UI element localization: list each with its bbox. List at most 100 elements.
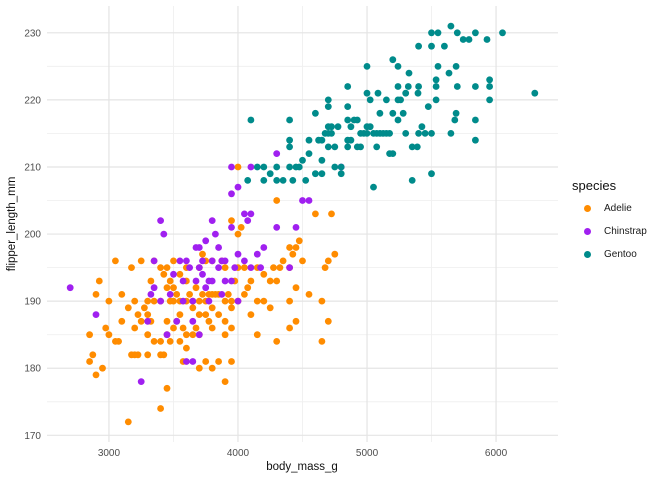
data-point-chinstrap [234, 297, 242, 305]
data-point-gentoo [394, 83, 402, 90]
data-point-gentoo [286, 163, 293, 171]
data-point-adelie [199, 250, 206, 258]
data-point-chinstrap [137, 378, 145, 385]
data-point-adelie [299, 257, 306, 265]
data-point-gentoo [366, 123, 374, 131]
data-point-gentoo [408, 143, 416, 151]
data-point-adelie [170, 297, 177, 305]
data-point-gentoo [331, 143, 339, 151]
data-point-adelie [131, 324, 139, 332]
gentoo-swatch-icon [584, 250, 591, 258]
data-point-adelie [228, 304, 235, 312]
data-point-adelie [128, 264, 135, 271]
data-point-adelie [253, 297, 261, 305]
data-point-chinstrap [208, 257, 216, 265]
data-point-gentoo [305, 136, 313, 144]
data-point-adelie [144, 311, 152, 318]
data-point-gentoo [394, 116, 402, 124]
data-point-gentoo [337, 170, 345, 178]
data-point-gentoo [289, 177, 297, 184]
data-point-adelie [192, 324, 200, 332]
minor-grid-layer [47, 6, 558, 442]
data-point-adelie [147, 277, 155, 285]
data-point-gentoo [424, 103, 432, 110]
legend-item-gentoo: Gentoo [572, 249, 647, 260]
data-point-adelie [205, 317, 213, 325]
data-point-gentoo [404, 83, 412, 90]
points-layer [66, 22, 539, 426]
data-point-gentoo [347, 136, 355, 144]
data-point-gentoo [432, 83, 440, 90]
data-point-adelie [221, 378, 229, 385]
data-point-chinstrap [157, 297, 165, 305]
data-point-chinstrap [183, 358, 190, 365]
data-point-adelie [247, 311, 255, 318]
data-point-gentoo [273, 163, 281, 171]
data-point-adelie [221, 331, 229, 339]
data-point-gentoo [383, 96, 390, 104]
data-point-adelie [195, 311, 203, 318]
data-point-chinstrap [299, 197, 306, 204]
data-point-adelie [221, 264, 229, 271]
data-point-adelie [89, 351, 97, 359]
data-point-chinstrap [189, 317, 197, 325]
data-point-chinstrap [157, 217, 165, 225]
data-point-gentoo [373, 143, 381, 151]
data-point-chinstrap [166, 291, 174, 298]
data-point-chinstrap [195, 331, 203, 339]
data-point-adelie [115, 338, 122, 345]
data-point-chinstrap [163, 331, 171, 339]
data-point-adelie [324, 257, 332, 265]
data-point-adelie [173, 291, 181, 298]
data-point-gentoo [453, 29, 461, 37]
data-point-adelie [112, 257, 119, 265]
data-point-adelie [199, 291, 206, 298]
x-axis-title: body_mass_g [266, 461, 338, 473]
data-point-gentoo [483, 36, 491, 43]
data-point-chinstrap [199, 270, 206, 278]
data-point-gentoo [357, 143, 364, 151]
data-point-gentoo [253, 163, 261, 171]
data-point-gentoo [260, 163, 268, 171]
data-point-adelie [150, 338, 158, 345]
data-point-adelie [183, 344, 190, 352]
data-point-gentoo [286, 143, 293, 151]
data-point-adelie [273, 338, 281, 345]
data-point-chinstrap [273, 224, 281, 231]
data-point-gentoo [499, 29, 506, 37]
legend-label-chinstrap: Chinstrap [604, 225, 647, 237]
x-tick-label: 4000 [227, 448, 250, 459]
data-point-gentoo [328, 123, 335, 131]
data-point-adelie [195, 364, 203, 372]
data-point-gentoo [472, 83, 479, 90]
data-point-gentoo [344, 103, 352, 110]
data-point-adelie [192, 284, 200, 292]
data-point-gentoo [486, 96, 493, 104]
data-point-adelie [241, 264, 248, 271]
data-point-chinstrap [150, 284, 158, 292]
data-point-adelie [247, 277, 255, 285]
data-point-gentoo [472, 29, 479, 37]
data-point-gentoo [324, 96, 332, 104]
data-point-adelie [312, 210, 319, 218]
data-point-gentoo [428, 170, 435, 178]
data-point-adelie [266, 277, 274, 285]
data-point-chinstrap [199, 257, 206, 265]
data-point-adelie [241, 291, 248, 298]
data-point-chinstrap [228, 190, 235, 198]
data-point-adelie [224, 291, 232, 298]
data-point-chinstrap [186, 264, 194, 271]
data-point-adelie [318, 338, 326, 345]
data-point-gentoo [363, 130, 371, 137]
data-point-chinstrap [144, 317, 152, 325]
data-point-gentoo [344, 116, 352, 124]
x-tick-label: 5000 [356, 448, 379, 459]
data-point-chinstrap [253, 250, 261, 258]
data-point-adelie [260, 270, 268, 278]
data-point-gentoo [318, 136, 326, 144]
data-point-adelie [166, 338, 174, 345]
data-point-adelie [102, 324, 110, 332]
data-point-chinstrap [202, 237, 210, 245]
data-point-gentoo [472, 136, 479, 144]
